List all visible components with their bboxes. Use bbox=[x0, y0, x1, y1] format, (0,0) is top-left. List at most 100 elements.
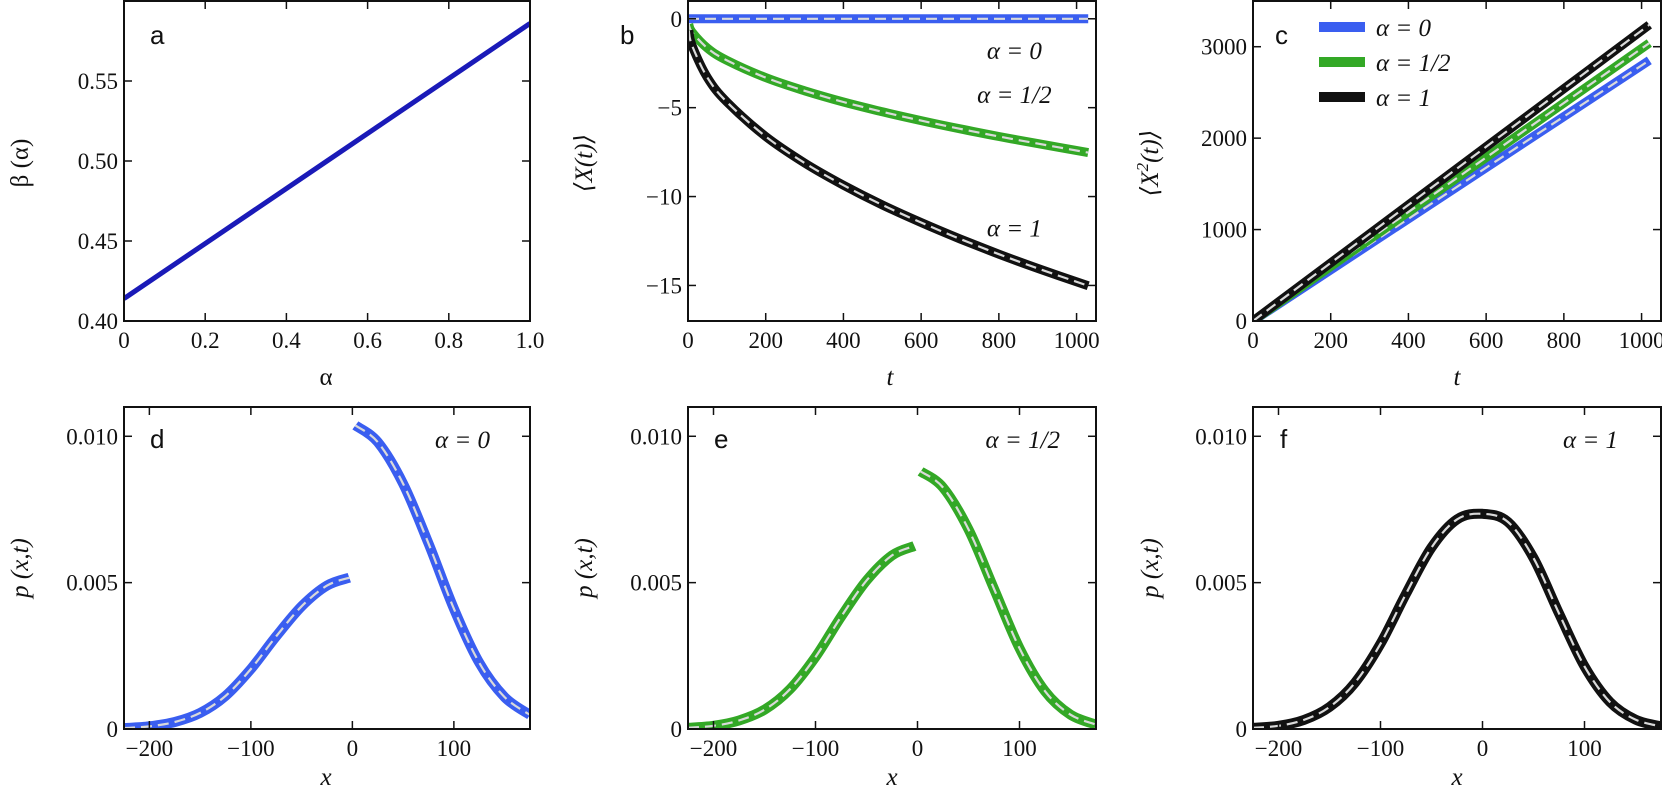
panel-c-xtick-label-1: 200 bbox=[1313, 328, 1348, 353]
panel-b-xtick-label-3: 600 bbox=[904, 328, 939, 353]
panel-d-series-1-fit bbox=[354, 424, 529, 716]
panel-e-letter: e bbox=[714, 424, 728, 454]
panel-e-frame bbox=[687, 406, 1097, 730]
panel-b-series-2-fit bbox=[689, 30, 1089, 287]
panel-f-xtick-label-0: −200 bbox=[1255, 736, 1302, 761]
panel-e-xlabel: x bbox=[885, 764, 897, 791]
panel-b-xlabel: t bbox=[887, 364, 895, 391]
panel-c-xtick-label-4: 800 bbox=[1547, 328, 1582, 353]
panel-d-frame bbox=[123, 406, 531, 730]
panel-b-ytick-label-3: −15 bbox=[646, 273, 682, 298]
panel-b-xtick-label-1: 200 bbox=[748, 328, 783, 353]
panel-f-ytick-label-2: 0.010 bbox=[1195, 424, 1247, 449]
panel-c-ytick-label-2: 2000 bbox=[1201, 126, 1247, 151]
panel-b-annotation-2: α = 1 bbox=[987, 216, 1042, 243]
panel-d-series-1 bbox=[352, 421, 529, 720]
panel-b-annotation-1: α = 1/2 bbox=[977, 82, 1051, 109]
panel-d: −200 −100 0 100 0 0.005 0.010 d α = 0 x p (x,t… bbox=[7, 406, 531, 791]
panel-a-xtick-label-0: 0 bbox=[118, 328, 130, 353]
panel-c-legend-label-1: α = 1/2 bbox=[1376, 50, 1450, 77]
panel-e-ytick-label-1: 0.005 bbox=[630, 571, 682, 596]
panel-c-xtick-label-5: 1000 bbox=[1619, 328, 1662, 353]
panel-f-ytick-label-1: 0.005 bbox=[1195, 571, 1247, 596]
panel-a: 0 0.2 0.4 0.6 0.8 1.0 0.40 0.45 0.50 0.55 a α β (… bbox=[7, 0, 544, 391]
panel-f-annotation: α = 1 bbox=[1563, 427, 1618, 454]
panel-b-xtick-label-0: 0 bbox=[682, 328, 694, 353]
panel-f: −200 −100 0 100 0 0.005 0.010 f α = 1 x p (x,t… bbox=[1137, 406, 1662, 791]
panel-a-ylabel: β (α) bbox=[7, 139, 34, 188]
panel-c-ylabel-main: X bbox=[1137, 170, 1164, 188]
panel-a-ytick-label-2: 0.50 bbox=[78, 149, 118, 174]
panel-e-xtick-label-3: 100 bbox=[1002, 736, 1037, 761]
panel-d-xtick-label-0: −200 bbox=[126, 736, 173, 761]
panel-b-series-1-fit bbox=[689, 24, 1089, 154]
panel-f-xlabel: x bbox=[1450, 764, 1462, 791]
panel-c-ytick-label-3: 3000 bbox=[1201, 35, 1247, 60]
panel-a-letter: a bbox=[150, 20, 165, 50]
panel-e: −200 −100 0 100 0 0.005 0.010 e α = 1/2 x p (x… bbox=[571, 406, 1097, 791]
panel-b-xtick-label-2: 400 bbox=[826, 328, 861, 353]
panel-c-ytick-label-0: 0 bbox=[1236, 309, 1248, 334]
panel-e-series-0-fit bbox=[689, 544, 915, 728]
panel-e-ylabel: p (x,t) bbox=[571, 538, 598, 600]
panel-b-annotation-0: α = 0 bbox=[987, 38, 1042, 65]
panel-d-ytick-label-2: 0.010 bbox=[66, 424, 118, 449]
panel-c: 0 200 400 600 800 1000 0 1000 2000 3000 c t ⟨X2(t… bbox=[1133, 0, 1662, 391]
panel-e-ytick-label-0: 0 bbox=[671, 717, 683, 742]
panel-f-xtick-label-1: −100 bbox=[1357, 736, 1404, 761]
panel-c-ylabel: ⟨X2(t)⟩ bbox=[1133, 130, 1164, 197]
panel-d-xlabel: x bbox=[319, 764, 331, 791]
panel-b-ylabel: ⟨X(t)⟩ bbox=[571, 134, 598, 192]
panel-a-xtick-label-2: 0.4 bbox=[272, 328, 301, 353]
panel-c-ylabel-close: ⟩ bbox=[1137, 130, 1164, 141]
panel-e-series-1 bbox=[917, 467, 1095, 728]
panel-a-ytick-label-0: 0.40 bbox=[78, 309, 118, 334]
panel-d-series-0 bbox=[125, 572, 351, 728]
panel-a-ytick-label-3: 0.55 bbox=[78, 69, 118, 94]
panel-b-xtick-label-4: 800 bbox=[982, 328, 1017, 353]
panel-b-ytick-label-1: −5 bbox=[658, 96, 682, 121]
panel-a-xtick-label-3: 0.6 bbox=[353, 328, 382, 353]
panel-c-xlabel: t bbox=[1454, 364, 1462, 391]
panel-b-frame bbox=[687, 0, 1097, 322]
panel-f-frame bbox=[1252, 406, 1662, 730]
panel-d-letter: d bbox=[150, 424, 164, 454]
panel-e-xtick-label-2: 0 bbox=[912, 736, 924, 761]
panel-d-xtick-label-3: 100 bbox=[437, 736, 472, 761]
panel-c-xtick-label-3: 600 bbox=[1469, 328, 1504, 353]
panel-b-ytick-label-0: 0 bbox=[671, 7, 683, 32]
panel-f-series-0-fit bbox=[1254, 512, 1660, 728]
panel-e-xtick-label-0: −200 bbox=[690, 736, 737, 761]
panel-a-ytick-label-1: 0.45 bbox=[78, 229, 118, 254]
panel-c-letter: c bbox=[1275, 20, 1288, 50]
panel-e-series-1-fit bbox=[919, 470, 1095, 726]
panel-f-ytick-label-0: 0 bbox=[1236, 717, 1248, 742]
panel-a-xtick-label-4: 0.8 bbox=[434, 328, 463, 353]
panel-a-series-0 bbox=[125, 21, 529, 301]
panel-c-ylabel-tail: (t) bbox=[1137, 139, 1164, 163]
panel-c-xtick-label-2: 400 bbox=[1391, 328, 1426, 353]
panel-d-annotation: α = 0 bbox=[435, 427, 490, 454]
panel-f-xtick-label-2: 0 bbox=[1477, 736, 1489, 761]
panel-c-legend-label-0: α = 0 bbox=[1376, 15, 1431, 42]
panel-c-ytick-label-1: 1000 bbox=[1201, 218, 1247, 243]
panel-f-xtick-label-3: 100 bbox=[1567, 736, 1602, 761]
panel-c-legend: α = 0 α = 1/2 α = 1 bbox=[1319, 15, 1450, 112]
panel-b-ytick-label-2: −10 bbox=[646, 185, 682, 210]
panel-d-ylabel: p (x,t) bbox=[7, 538, 34, 600]
panel-e-xtick-label-1: −100 bbox=[792, 736, 839, 761]
panel-d-ytick-label-1: 0.005 bbox=[66, 571, 118, 596]
panel-f-ylabel: p (x,t) bbox=[1137, 538, 1164, 600]
panel-c-ylabel-sup: 2 bbox=[1133, 162, 1152, 171]
panel-e-annotation: α = 1/2 bbox=[986, 427, 1060, 454]
panel-e-series-0 bbox=[689, 541, 917, 728]
panel-b-xtick-label-5: 1000 bbox=[1054, 328, 1100, 353]
panel-a-xlabel: α bbox=[319, 364, 332, 391]
panel-d-xtick-label-2: 0 bbox=[347, 736, 359, 761]
panel-d-ytick-label-0: 0 bbox=[107, 717, 119, 742]
panel-a-xtick-label-1: 0.2 bbox=[191, 328, 220, 353]
panel-d-series-0-fit bbox=[125, 576, 350, 728]
panel-c-ylabel-open: ⟨ bbox=[1137, 186, 1164, 196]
panel-c-series-1-fit bbox=[1254, 42, 1650, 320]
